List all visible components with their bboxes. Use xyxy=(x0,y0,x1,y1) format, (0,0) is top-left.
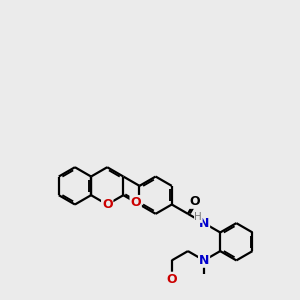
Text: N: N xyxy=(199,254,209,267)
Text: H: H xyxy=(194,212,202,222)
Text: O: O xyxy=(190,195,200,208)
Text: O: O xyxy=(102,198,112,211)
Text: O: O xyxy=(130,196,141,209)
Text: N: N xyxy=(199,217,209,230)
Text: O: O xyxy=(167,273,177,286)
